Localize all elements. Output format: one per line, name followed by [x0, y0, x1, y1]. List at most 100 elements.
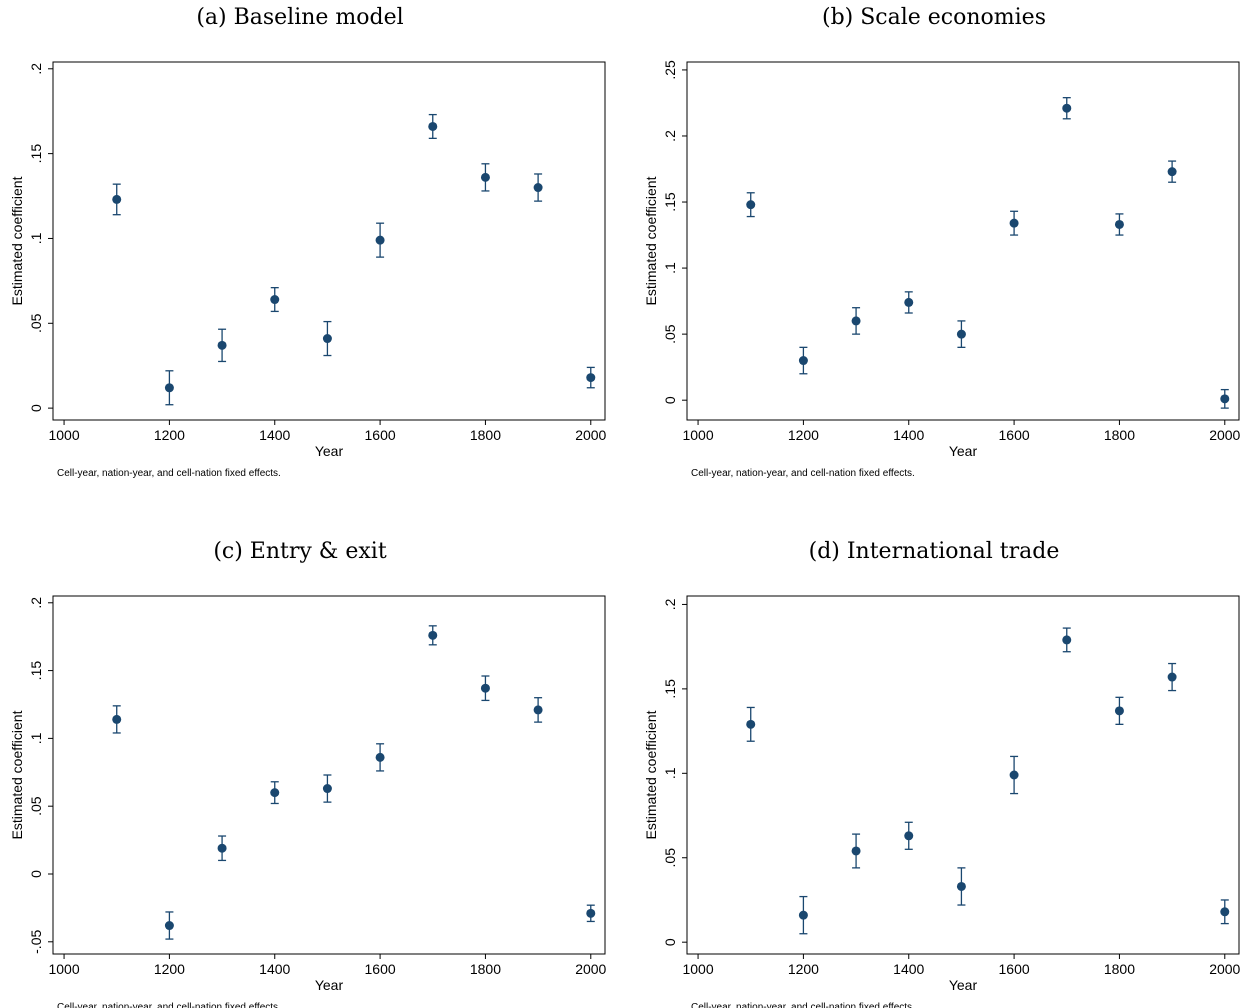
x-tick-label: 1400	[893, 427, 924, 443]
y-axis-label: Estimated coefficient	[9, 176, 25, 305]
x-tick-label: 1200	[154, 961, 185, 977]
y-tick-label: -.05	[28, 930, 44, 954]
point	[1220, 394, 1230, 404]
y-tick-label: 0	[28, 870, 44, 878]
y-tick-label: .05	[662, 848, 678, 868]
y-tick-label: 0	[28, 404, 44, 412]
y-axis-label: Estimated coefficient	[9, 710, 25, 839]
point	[1062, 635, 1072, 645]
y-tick-label: .05	[28, 313, 44, 333]
panel: (d) International trade 1000 1200 1400 1600 1…	[643, 539, 1241, 1008]
plot-frame	[52, 61, 606, 421]
point	[1062, 103, 1072, 113]
x-tick-label: 1400	[259, 427, 290, 443]
point	[322, 784, 332, 794]
point	[322, 334, 332, 344]
x-tick-label: 2000	[575, 961, 606, 977]
plot-frame	[686, 595, 1240, 955]
x-tick-label: 1000	[48, 427, 79, 443]
plot-frame	[52, 595, 606, 955]
y-tick-label: .2	[28, 63, 44, 75]
point	[1114, 219, 1124, 229]
x-tick-label: 1000	[48, 961, 79, 977]
x-tick-label: 1400	[259, 961, 290, 977]
x-tick-label: 1400	[893, 961, 924, 977]
y-tick-label: .2	[662, 130, 678, 142]
panel-title: (a) Baseline model	[196, 5, 403, 30]
point	[956, 329, 966, 339]
y-tick-label: 0	[662, 938, 678, 946]
point	[798, 910, 808, 920]
x-tick-label: 1000	[682, 961, 713, 977]
y-tick-label: .05	[28, 796, 44, 816]
point	[586, 908, 596, 918]
panel: (c) Entry & exit 1000 1200 1400 1600 1800 2000…	[9, 539, 607, 1008]
y-tick-label: .05	[662, 324, 678, 344]
point	[164, 921, 174, 931]
y-tick-label: .15	[662, 192, 678, 212]
point	[1167, 167, 1177, 177]
x-tick-label: 1800	[1104, 427, 1135, 443]
x-tick-label: 2000	[1209, 961, 1240, 977]
x-tick-label: 1600	[999, 427, 1030, 443]
point	[375, 235, 385, 245]
x-tick-label: 1600	[365, 961, 396, 977]
note: Cell-year, nation-year, and cell-nation …	[57, 1002, 281, 1008]
panel: (a) Baseline model 1000 1200 1400 1600 1800 20…	[9, 5, 607, 479]
panel-title: (b) Scale economies	[822, 5, 1046, 30]
x-tick-label: 1600	[999, 961, 1030, 977]
x-axis-label: Year	[315, 443, 344, 459]
x-tick-label: 1200	[788, 427, 819, 443]
point	[1009, 770, 1019, 780]
panel-title: (d) International trade	[809, 539, 1060, 564]
y-tick-label: .15	[28, 144, 44, 164]
y-tick-label: .25	[662, 60, 678, 80]
point	[217, 843, 227, 853]
x-axis-label: Year	[949, 977, 978, 993]
y-axis-label: Estimated coefficient	[643, 710, 659, 839]
x-axis-label: Year	[949, 443, 978, 459]
point	[112, 714, 122, 724]
x-tick-label: 1800	[470, 427, 501, 443]
point	[1167, 672, 1177, 682]
point	[164, 383, 174, 393]
y-tick-label: .2	[662, 598, 678, 610]
x-tick-label: 1200	[788, 961, 819, 977]
point	[480, 683, 490, 693]
panel-title: (c) Entry & exit	[213, 539, 387, 564]
x-tick-label: 1200	[154, 427, 185, 443]
point	[851, 316, 861, 326]
x-tick-label: 1600	[365, 427, 396, 443]
point	[851, 846, 861, 856]
y-tick-label: .2	[28, 597, 44, 609]
x-tick-label: 2000	[1209, 427, 1240, 443]
point	[270, 788, 280, 798]
point	[428, 630, 438, 640]
point	[746, 200, 756, 210]
y-tick-label: .15	[662, 679, 678, 699]
x-tick-label: 1800	[470, 961, 501, 977]
point	[586, 373, 596, 383]
point	[428, 121, 438, 131]
y-tick-label: .1	[28, 232, 44, 244]
point	[798, 356, 808, 366]
point	[956, 881, 966, 891]
y-tick-label: .1	[662, 767, 678, 779]
x-tick-label: 2000	[575, 427, 606, 443]
point	[904, 831, 914, 841]
point	[270, 295, 280, 305]
y-tick-label: .1	[28, 732, 44, 744]
y-tick-label: 0	[662, 396, 678, 404]
point	[375, 752, 385, 762]
x-tick-label: 1800	[1104, 961, 1135, 977]
y-tick-label: .1	[662, 262, 678, 274]
point	[533, 705, 543, 715]
point	[1220, 907, 1230, 917]
panel: (b) Scale economies 1000 1200 1400 1600 1800 2…	[643, 5, 1241, 479]
point	[1114, 706, 1124, 716]
note: Cell-year, nation-year, and cell-nation …	[57, 468, 281, 479]
x-axis-label: Year	[315, 977, 344, 993]
point	[746, 719, 756, 729]
point	[217, 340, 227, 350]
